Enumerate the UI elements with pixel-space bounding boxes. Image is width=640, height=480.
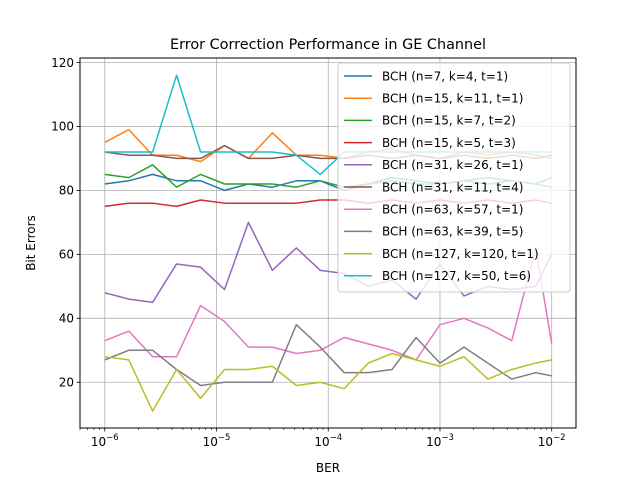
x-tick-label: 10−4 — [314, 433, 342, 449]
x-tick-label: 10−5 — [203, 433, 231, 449]
y-tick-label: 120 — [51, 56, 74, 70]
series-line — [104, 247, 553, 361]
x-tick-label-exponent: −3 — [441, 433, 454, 443]
legend-label: BCH (n=31, k=11, t=4) — [382, 180, 523, 194]
y-tick-label: 40 — [59, 312, 74, 326]
x-tick-label: 10−6 — [91, 433, 119, 449]
series-line — [104, 352, 552, 412]
legend: BCH (n=7, k=4, t=1) BCH (n=15, k=11, t=1)… — [337, 62, 571, 293]
legend-label: BCH (n=15, k=7, t=2) — [382, 114, 516, 128]
legend-label: BCH (n=31, k=26, t=1) — [382, 158, 523, 172]
legend-label: BCH (n=7, k=4, t=1) — [382, 69, 508, 83]
x-tick-label-base: 10 — [91, 435, 106, 449]
x-tick-label-base: 10 — [426, 435, 441, 449]
y-tick-label: 20 — [59, 376, 74, 390]
y-tick-label: 60 — [59, 248, 74, 262]
x-axis: 10−6 10−5 10−4 10−3 10−2 — [79, 428, 566, 449]
x-tick-label-base: 10 — [538, 435, 553, 449]
y-tick-label: 80 — [59, 184, 74, 198]
chart-title: Error Correction Performance in GE Chann… — [170, 37, 486, 53]
legend-label: BCH (n=127, k=120, t=1) — [382, 247, 539, 261]
legend-label: BCH (n=15, k=5, t=3) — [382, 136, 516, 150]
legend-box — [337, 62, 571, 293]
x-tick-label-base: 10 — [203, 435, 218, 449]
y-axis-label: Bit Errors — [24, 215, 38, 271]
series-line — [104, 323, 552, 387]
x-tick-label-base: 10 — [314, 435, 329, 449]
x-tick-label-exponent: −2 — [553, 433, 566, 443]
y-tick-label: 100 — [51, 120, 74, 134]
x-axis-label: BER — [316, 461, 340, 475]
x-tick-label: 10−2 — [538, 433, 566, 449]
legend-label: BCH (n=63, k=39, t=5) — [382, 225, 523, 239]
legend-label: BCH (n=63, k=57, t=1) — [382, 203, 523, 217]
legend-label: BCH (n=127, k=50, t=6) — [382, 269, 531, 283]
x-tick-label-exponent: −4 — [330, 433, 343, 443]
legend-label: BCH (n=15, k=11, t=1) — [382, 92, 523, 106]
x-tick-label-exponent: −5 — [218, 433, 231, 443]
y-axis: 20 40 60 80 100 120 — [51, 56, 80, 390]
x-tick-label-exponent: −6 — [106, 433, 119, 443]
x-tick-label: 10−3 — [426, 433, 454, 449]
